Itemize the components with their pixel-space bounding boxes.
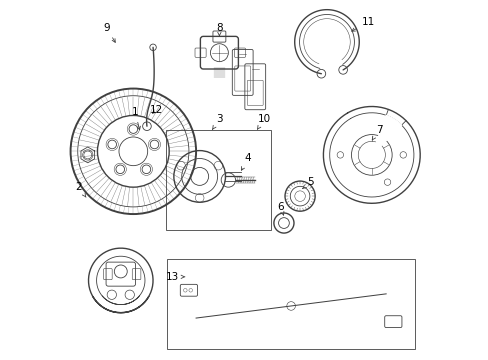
Wedge shape [371, 115, 401, 155]
Text: 2: 2 [75, 182, 86, 197]
Bar [167, 259, 414, 348]
Bar [165, 130, 271, 230]
Text: 1: 1 [132, 107, 140, 130]
Text: 6: 6 [277, 202, 284, 215]
Text: 5: 5 [302, 177, 313, 189]
Text: 10: 10 [257, 114, 270, 129]
Text: 3: 3 [212, 114, 222, 129]
Text: 13: 13 [166, 272, 184, 282]
Text: 7: 7 [371, 125, 382, 140]
Text: 8: 8 [216, 23, 222, 36]
Text: 9: 9 [103, 23, 115, 42]
Text: 11: 11 [351, 17, 374, 31]
Text: 4: 4 [241, 153, 251, 170]
Text: 12: 12 [150, 105, 163, 115]
